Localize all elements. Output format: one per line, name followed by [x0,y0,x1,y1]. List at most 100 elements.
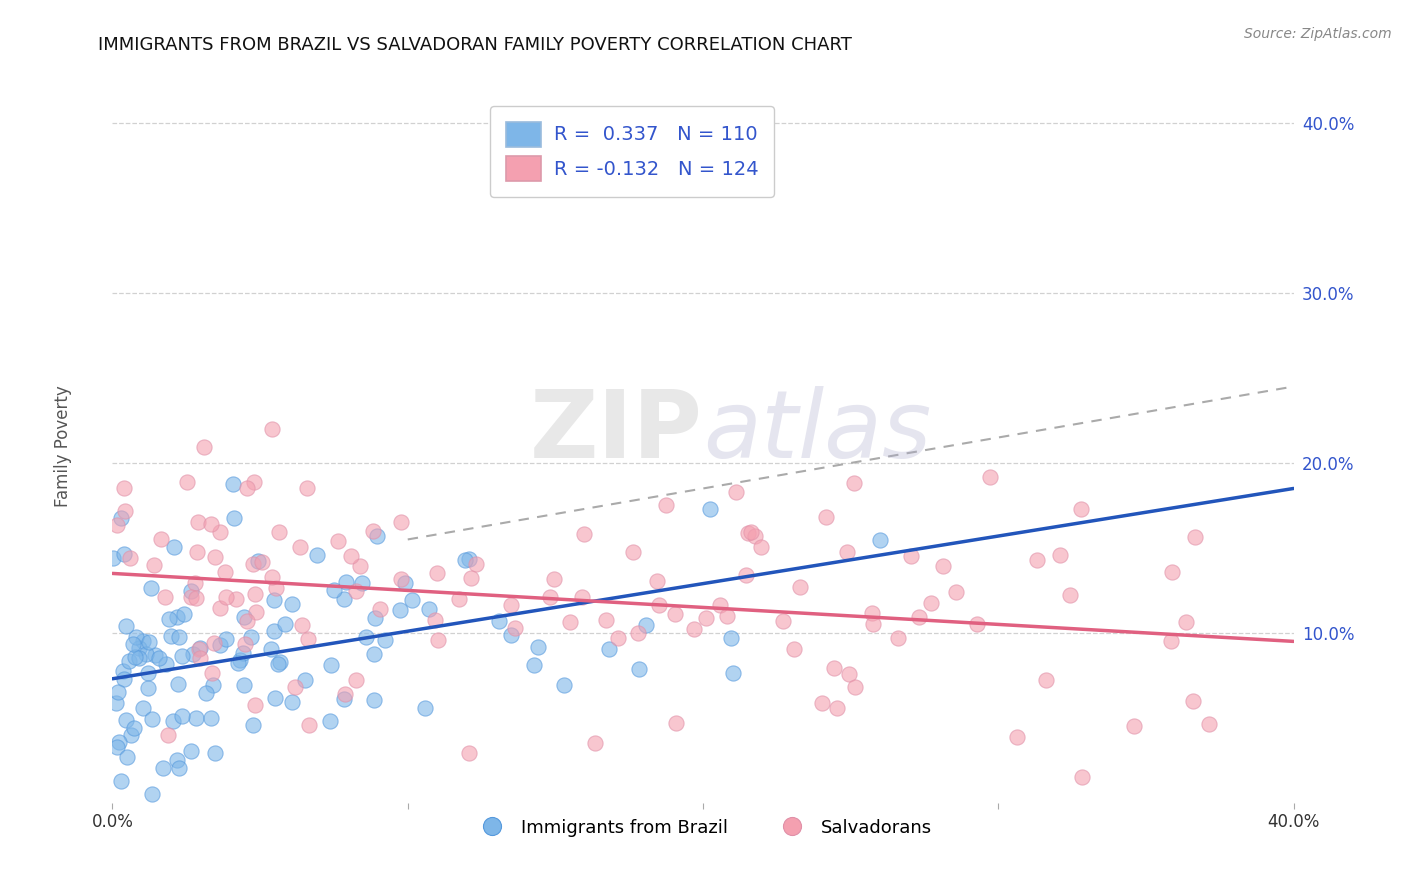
Point [413,701,436,715]
Point [115,750,138,764]
Point [204,636,226,650]
Point [107,735,129,749]
Point [333,592,356,607]
Point [1005,730,1028,744]
Point [284,680,307,694]
Point [789,580,811,594]
Point [193,440,215,454]
Point [155,657,177,671]
Point [526,640,548,654]
Point [1059,588,1081,602]
Point [349,559,371,574]
Point [124,650,146,665]
Point [186,591,208,606]
Point [932,559,955,574]
Point [389,515,412,529]
Point [523,658,546,673]
Point [128,651,150,665]
Point [503,621,526,635]
Point [1184,530,1206,544]
Point [209,638,232,652]
Point [1122,718,1144,732]
Point [290,617,312,632]
Point [228,656,250,670]
Point [869,533,891,547]
Point [716,608,738,623]
Point [374,632,396,647]
Point [361,524,384,539]
Point [247,554,270,568]
Point [749,541,772,555]
Point [458,746,481,760]
Point [180,590,202,604]
Point [1161,565,1184,579]
Point [695,611,717,625]
Point [1071,770,1094,784]
Point [142,558,165,572]
Point [538,590,561,604]
Point [835,545,858,559]
Point [176,475,198,490]
Point [274,617,297,632]
Point [1049,549,1071,563]
Point [735,568,758,582]
Point [264,581,287,595]
Point [172,648,194,663]
Point [426,632,449,647]
Point [294,673,316,688]
Point [152,761,174,775]
Point [120,727,142,741]
Point [264,690,287,705]
Point [297,632,319,647]
Point [281,696,304,710]
Point [105,740,128,755]
Point [333,691,356,706]
Point [215,632,238,646]
Point [139,581,162,595]
Text: atlas: atlas [703,386,931,477]
Point [583,736,606,750]
Point [107,685,129,699]
Point [153,590,176,604]
Point [138,681,160,695]
Text: Family Poverty: Family Poverty [55,385,72,507]
Point [305,549,328,563]
Legend: Immigrants from Brazil, Salvadorans: Immigrants from Brazil, Salvadorans [467,812,939,844]
Point [180,584,202,599]
Point [352,576,374,591]
Point [186,545,208,559]
Point [236,481,259,495]
Point [105,697,128,711]
Point [184,710,207,724]
Point [783,641,806,656]
Point [598,642,620,657]
Point [838,667,860,681]
Point [900,549,922,564]
Point [187,515,209,529]
Point [222,476,245,491]
Point [214,566,236,580]
Point [124,630,146,644]
Point [595,613,617,627]
Point [167,677,190,691]
Point [366,529,388,543]
Text: ZIP: ZIP [530,385,703,478]
Point [288,540,311,554]
Text: Source: ZipAtlas.com: Source: ZipAtlas.com [1244,27,1392,41]
Point [200,711,222,725]
Point [1175,615,1198,630]
Point [245,606,267,620]
Point [344,673,367,687]
Point [844,680,866,694]
Point [157,612,180,626]
Point [112,548,135,562]
Point [112,481,135,495]
Point [169,631,191,645]
Point [725,485,748,500]
Point [148,650,170,665]
Point [188,640,211,655]
Point [1070,502,1092,516]
Point [112,672,135,686]
Point [263,593,285,607]
Point [862,617,884,632]
